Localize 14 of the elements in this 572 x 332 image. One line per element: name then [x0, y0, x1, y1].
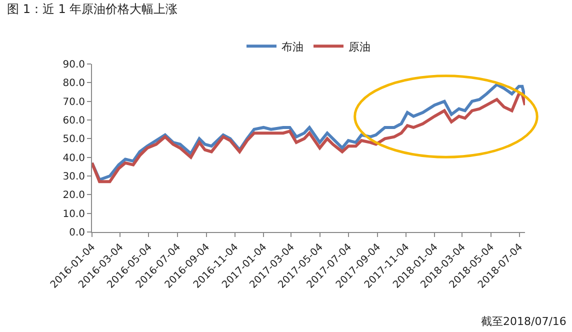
y-tick-label: 90.0 [62, 60, 85, 70]
y-tick-label: 60.0 [62, 116, 85, 126]
y-tick-label: 50.0 [62, 134, 85, 146]
y-tick-label: 0.0 [69, 228, 85, 238]
chart-title: 图 1：近 1 年原油价格大幅上涨 [7, 2, 178, 16]
y-tick-label: 30.0 [62, 172, 85, 182]
y-tick-label: 10.0 [62, 208, 85, 220]
y-tick-label: 80.0 [62, 78, 85, 90]
legend-label: 布油 [282, 40, 304, 54]
text: 截至2018/07/16 [481, 315, 566, 328]
legend-label: 原油 [348, 40, 370, 54]
y-tick-label: 20.0 [62, 190, 85, 202]
y-tick-label: 40.0 [62, 152, 85, 164]
y-tick-label: 70.0 [62, 96, 85, 108]
